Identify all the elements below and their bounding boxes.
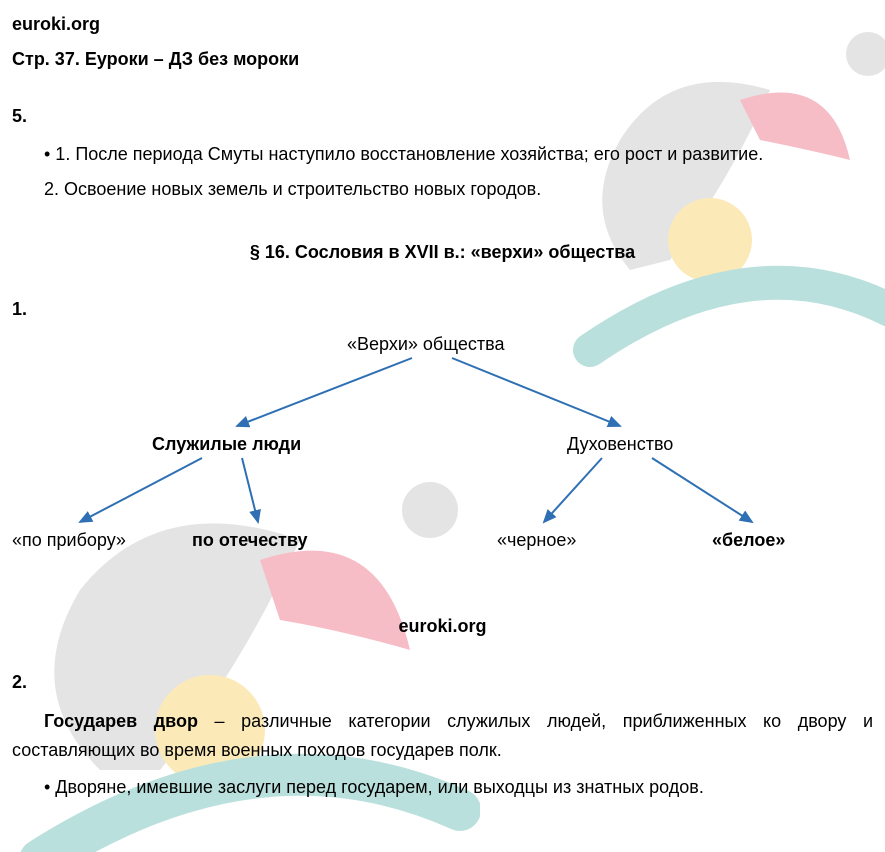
task2-p2: • Дворяне, имевшие заслуги перед государ…	[12, 773, 873, 802]
task2-p1: Государев двор – различные категории слу…	[12, 707, 873, 765]
task2-p1-lead: Государев двор	[44, 711, 198, 731]
diagram-arrow-3	[242, 458, 258, 522]
task2-number: 2.	[12, 668, 873, 697]
footer-url: euroki.org	[12, 612, 873, 641]
task5-item1: • 1. После периода Смуты наступило восст…	[12, 140, 873, 169]
page-content: euroki.org Стр. 37. Еуроки – ДЗ без моро…	[0, 0, 885, 802]
diagram-node-otech: по отечеству	[192, 526, 307, 555]
diagram-arrow-4	[544, 458, 602, 522]
diagram-node-chern: «черное»	[497, 526, 576, 555]
diagram-node-pribor: «по прибору»	[12, 526, 126, 555]
diagram-arrow-0	[237, 358, 412, 426]
diagram-node-sluzh: Служилые люди	[152, 430, 301, 459]
diagram-node-root: «Верхи» общества	[347, 330, 504, 359]
diagram-node-duh: Духовенство	[567, 430, 673, 459]
task1-number: 1.	[12, 295, 873, 324]
page-title: Стр. 37. Еуроки – ДЗ без мороки	[12, 45, 873, 74]
diagram-arrow-5	[652, 458, 752, 522]
task5-item2: 2. Освоение новых земель и строительство…	[12, 175, 873, 204]
diagram-arrow-1	[452, 358, 620, 426]
diagram-arrow-2	[80, 458, 202, 522]
task5-number: 5.	[12, 102, 873, 131]
diagram-node-beloe: «белое»	[712, 526, 785, 555]
section16-title: § 16. Сословия в XVII в.: «верхи» общест…	[12, 238, 873, 267]
hierarchy-diagram: «Верхи» общества Служилые люди Духовенство…	[12, 330, 873, 590]
site-url: euroki.org	[12, 10, 873, 39]
